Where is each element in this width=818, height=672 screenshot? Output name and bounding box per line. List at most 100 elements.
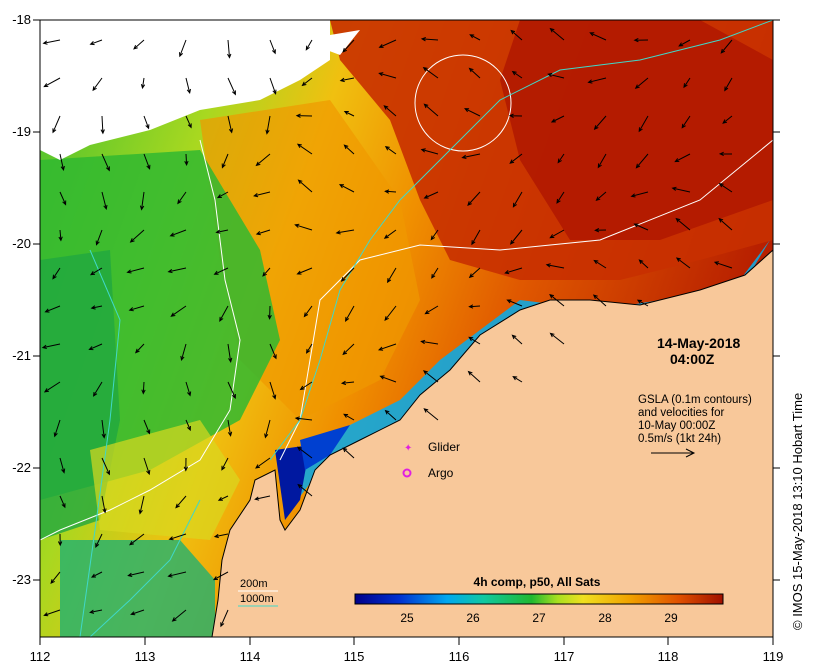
velocity-arrow-icon xyxy=(383,229,397,239)
y-tick-label: -22 xyxy=(12,460,31,475)
velocity-arrow-icon xyxy=(269,77,277,95)
velocity-arrow-icon xyxy=(675,217,691,231)
velocity-arrow-icon xyxy=(461,153,481,159)
velocity-arrow-icon xyxy=(264,419,271,439)
velocity-arrow-icon xyxy=(184,153,189,166)
velocity-arrow-icon xyxy=(638,259,649,269)
velocity-arrow-icon xyxy=(59,153,65,172)
velocity-arrow-icon xyxy=(342,343,355,356)
velocity-arrow-icon xyxy=(340,380,355,386)
velocity-arrow-icon xyxy=(213,267,229,275)
velocity-arrow-icon xyxy=(430,229,439,241)
velocity-arrow-icon xyxy=(90,305,103,310)
x-axis: 112 113 114 115 116 117 118 119 xyxy=(30,637,783,664)
velocity-arrow-icon xyxy=(89,267,103,276)
velocity-arrow-icon xyxy=(95,533,103,548)
velocity-arrow-icon xyxy=(506,299,523,307)
velocity-arrow-icon xyxy=(671,186,691,193)
velocity-arrow-icon xyxy=(718,217,733,231)
land-mass xyxy=(211,249,773,637)
velocity-arrow-icon xyxy=(550,115,565,123)
velocity-arrow-icon xyxy=(511,334,523,345)
velocity-arrow-icon xyxy=(510,29,523,41)
velocity-arrow-icon xyxy=(343,413,355,421)
velocity-arrow-icon xyxy=(467,370,481,383)
x-tick-label: 116 xyxy=(449,649,470,664)
velocity-arrow-icon xyxy=(633,37,649,43)
velocity-arrow-icon xyxy=(185,77,191,95)
velocity-arrow-icon xyxy=(143,115,150,130)
velocity-arrow-icon xyxy=(169,229,187,237)
velocity-arrow-icon xyxy=(378,39,397,48)
velocity-arrow-icon xyxy=(59,457,66,474)
velocity-arrow-icon xyxy=(303,305,313,318)
glider-label: Glider xyxy=(428,440,460,454)
velocity-arrow-icon xyxy=(557,153,565,164)
velocity-arrow-icon xyxy=(101,191,108,211)
velocity-arrow-icon xyxy=(345,305,355,322)
velocity-arrow-icon xyxy=(265,115,271,135)
velocity-arrow-icon xyxy=(126,267,145,274)
velocity-arrow-icon xyxy=(299,381,313,391)
velocity-arrow-icon xyxy=(140,77,146,90)
velocity-arrow-icon xyxy=(180,343,187,362)
velocity-arrow-icon xyxy=(89,609,103,614)
velocity-arrow-icon xyxy=(305,343,313,354)
velocity-arrow-icon xyxy=(508,113,523,118)
colorbar-tick: 28 xyxy=(598,611,612,625)
velocity-arrow-icon xyxy=(342,447,355,459)
velocity-arrow-icon xyxy=(509,229,523,245)
velocity-arrow-icon xyxy=(212,571,229,581)
y-tick-label: -23 xyxy=(12,572,31,587)
velocity-arrow-icon xyxy=(464,108,481,117)
velocity-arrow-icon xyxy=(549,332,565,345)
velocity-arrow-icon xyxy=(50,571,61,584)
velocity-arrow-icon xyxy=(221,153,229,169)
velocity-arrow-icon xyxy=(295,113,313,118)
velocity-arrow-icon xyxy=(386,267,397,284)
velocity-arrow-icon xyxy=(378,72,397,79)
velocity-arrow-icon xyxy=(267,305,272,320)
velocity-arrow-icon xyxy=(305,39,313,51)
velocity-arrow-icon xyxy=(379,375,397,383)
y-tick-label: -20 xyxy=(12,236,31,251)
velocity-arrow-icon xyxy=(547,72,565,79)
velocity-arrow-icon xyxy=(724,77,733,92)
velocity-arrow-icon xyxy=(512,191,523,208)
velocity-arrow-icon xyxy=(52,267,61,280)
velocity-arrow-icon xyxy=(43,609,61,617)
velocity-arrow-icon xyxy=(41,343,61,349)
velocity-arrow-icon xyxy=(129,229,145,243)
velocity-arrow-icon xyxy=(384,146,397,155)
velocity-arrow-icon xyxy=(339,77,355,83)
velocity-arrow-icon xyxy=(185,419,191,432)
y-tick-label: -18 xyxy=(12,12,31,27)
velocity-arrow-icon xyxy=(269,381,277,400)
velocity-arrow-icon xyxy=(255,457,271,469)
velocity-arrow-icon xyxy=(468,304,481,309)
velocity-arrow-icon xyxy=(471,229,481,246)
velocity-arrow-icon xyxy=(383,105,397,117)
velocity-arrow-icon xyxy=(219,305,229,322)
velocity-arrow-icon xyxy=(227,381,236,400)
velocity-arrow-icon xyxy=(675,257,691,269)
bathymetry-legend: 200m 1000m xyxy=(238,578,278,607)
sst-field xyxy=(40,20,773,637)
velocity-arrow-icon xyxy=(718,151,733,157)
velocity-arrow-icon xyxy=(377,343,397,351)
velocity-arrow-icon xyxy=(183,457,189,472)
velocity-arrow-icon xyxy=(95,229,103,246)
velocity-arrow-icon xyxy=(674,153,691,163)
gsla-note-line: GSLA (0.1m contours) xyxy=(638,394,752,406)
velocity-arrow-icon xyxy=(296,143,313,155)
velocity-arrow-icon xyxy=(593,115,607,130)
legend-1000m-label: 1000m xyxy=(240,593,274,605)
velocity-arrow-icon xyxy=(143,457,151,476)
velocity-arrow-icon xyxy=(594,228,607,233)
velocity-arrow-icon xyxy=(127,571,145,577)
contour-200m xyxy=(40,139,241,541)
velocity-arrow-icon xyxy=(171,609,187,622)
velocity-arrow-icon xyxy=(431,267,439,279)
velocity-arrow-icon xyxy=(468,336,481,345)
velocity-arrow-icon xyxy=(424,305,439,315)
